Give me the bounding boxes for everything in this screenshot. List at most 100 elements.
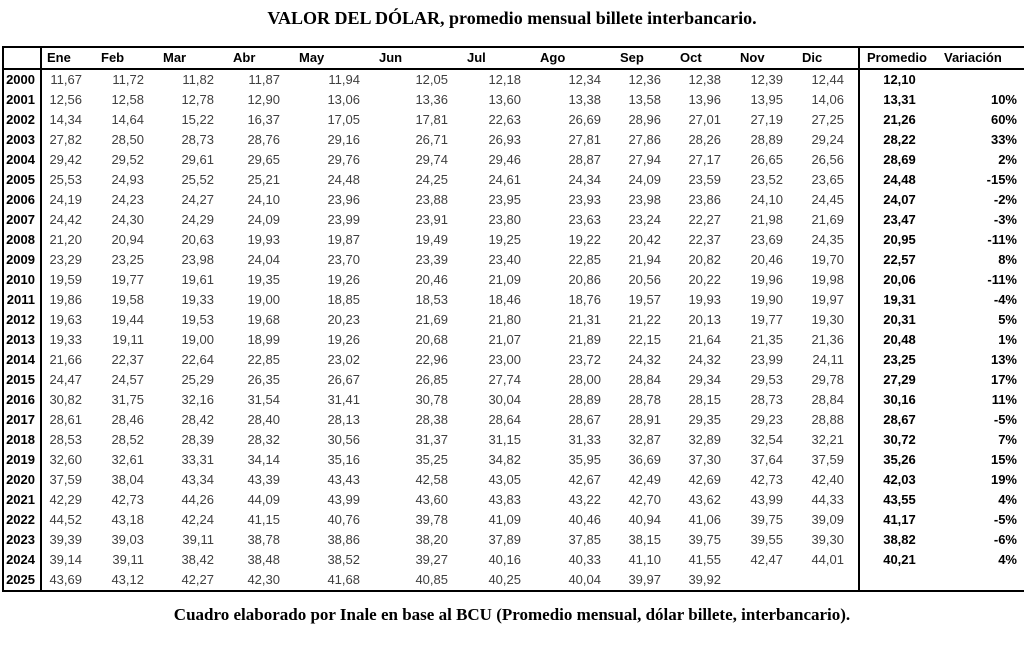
cell-feb-2007: 24,30	[111, 212, 144, 227]
cell-nov-2020: 42,73	[750, 472, 783, 487]
cell-mar-2009: 23,98	[181, 252, 214, 267]
header-row: Ene Feb Mar Abr May Jun Jul Ago Sep Oct Nov Dic Prom…	[3, 47, 1024, 70]
cell-dic-2011: 19,97	[811, 292, 844, 307]
cell-promedio-2005: 24,48	[858, 170, 939, 190]
cell-oct-2002: 27,01	[688, 112, 721, 127]
table-row-2003: 2003 27,82 28,50 28,73 28,76 29,16 26,71 26,93 2…	[3, 130, 1024, 150]
cell-sep-2013: 22,15	[628, 332, 661, 347]
cell-may-2017: 28,13	[327, 412, 360, 427]
cell-feb-2013: 19,11	[112, 332, 144, 347]
cell-feb-2000: 11,72	[112, 72, 144, 87]
cell-nov-2017: 29,23	[750, 412, 783, 427]
row-year-label: 2011	[3, 290, 42, 310]
cell-jul-2006: 23,95	[488, 192, 521, 207]
cell-dic-2025	[797, 570, 859, 591]
cell-feb-2022: 43,18	[111, 512, 144, 527]
column-header-oct: Oct	[675, 47, 735, 70]
cell-ago-2011: 18,76	[568, 292, 601, 307]
cell-mar-2017: 28,42	[181, 412, 214, 427]
cell-feb-2020: 38,04	[111, 472, 144, 487]
cell-jul-2022: 41,09	[488, 512, 521, 527]
cell-dic-2001: 14,06	[811, 92, 844, 107]
cell-abr-2016: 31,54	[247, 392, 280, 407]
cell-dic-2018: 32,21	[811, 432, 844, 447]
cell-promedio-2020: 42,03	[858, 470, 939, 490]
cell-nov-2003: 28,89	[750, 132, 783, 147]
cell-nov-2021: 43,99	[750, 492, 783, 507]
cell-jun-2000: 12,05	[415, 72, 448, 87]
cell-oct-2006: 23,86	[688, 192, 721, 207]
cell-sep-2007: 23,24	[628, 212, 661, 227]
cell-jun-2010: 20,46	[415, 272, 448, 287]
column-header-sep: Sep	[615, 47, 675, 70]
row-year-label: 2021	[3, 490, 42, 510]
cell-abr-2003: 28,76	[247, 132, 280, 147]
cell-promedio-2018: 30,72	[858, 430, 939, 450]
cell-ago-2000: 12,34	[568, 72, 601, 87]
row-year-label: 2018	[3, 430, 42, 450]
table-row-2009: 2009 23,29 23,25 23,98 24,04 23,70 23,39 23,40 2…	[3, 250, 1024, 270]
cell-feb-2014: 22,37	[111, 352, 144, 367]
cell-sep-2011: 19,57	[628, 292, 661, 307]
cell-ene-2014: 21,66	[49, 352, 82, 367]
cell-jul-2015: 27,74	[488, 372, 521, 387]
table-row-2012: 2012 19,63 19,44 19,53 19,68 20,23 21,69 21,80 2…	[3, 310, 1024, 330]
cell-abr-2012: 19,68	[247, 312, 280, 327]
row-year-label: 2014	[3, 350, 42, 370]
cell-may-2019: 35,16	[327, 452, 360, 467]
cell-jun-2007: 23,91	[415, 212, 448, 227]
cell-jul-2001: 13,60	[488, 92, 521, 107]
cell-oct-2001: 13,96	[688, 92, 721, 107]
cell-promedio-2015: 27,29	[858, 370, 939, 390]
cell-ene-2004: 29,42	[49, 152, 82, 167]
cell-dic-2002: 27,25	[811, 112, 844, 127]
cell-jun-2014: 22,96	[415, 352, 448, 367]
cell-jun-2008: 19,49	[415, 232, 448, 247]
cell-dic-2008: 24,35	[811, 232, 844, 247]
cell-oct-2014: 24,32	[688, 352, 721, 367]
column-header-variacion: Variación	[939, 47, 1024, 70]
cell-promedio-2014: 23,25	[858, 350, 939, 370]
cell-oct-2010: 20,22	[688, 272, 721, 287]
cell-jul-2019: 34,82	[488, 452, 521, 467]
column-header-feb: Feb	[96, 47, 158, 70]
cell-abr-2017: 28,40	[247, 412, 280, 427]
cell-abr-2025: 42,30	[247, 572, 280, 587]
cell-abr-2008: 19,93	[247, 232, 280, 247]
cell-mar-2013: 19,00	[181, 332, 214, 347]
cell-dic-2019: 37,59	[811, 452, 844, 467]
cell-jun-2003: 26,71	[415, 132, 448, 147]
cell-promedio-2022: 41,17	[858, 510, 939, 530]
cell-variacion-2011: -4%	[993, 292, 1017, 307]
cell-ene-2015: 24,47	[49, 372, 82, 387]
cell-oct-2018: 32,89	[688, 432, 721, 447]
cell-jun-2015: 26,85	[415, 372, 448, 387]
cell-may-2011: 18,85	[327, 292, 360, 307]
cell-abr-2018: 28,32	[247, 432, 280, 447]
table-row-2011: 2011 19,86 19,58 19,33 19,00 18,85 18,53 18,46 1…	[3, 290, 1024, 310]
cell-ene-2000: 11,67	[50, 72, 82, 87]
cell-feb-2009: 23,25	[111, 252, 144, 267]
cell-promedio-2006: 24,07	[858, 190, 939, 210]
column-header-ene: Ene	[41, 47, 96, 70]
cell-abr-2005: 25,21	[247, 172, 280, 187]
cell-variacion-2021: 4%	[998, 492, 1017, 507]
cell-dic-2024: 44,01	[811, 552, 844, 567]
cell-oct-2022: 41,06	[688, 512, 721, 527]
cell-sep-2018: 32,87	[628, 432, 661, 447]
cell-feb-2004: 29,52	[111, 152, 144, 167]
cell-jul-2017: 28,64	[488, 412, 521, 427]
cell-jun-2012: 21,69	[415, 312, 448, 327]
row-year-label: 2003	[3, 130, 42, 150]
cell-nov-2009: 20,46	[750, 252, 783, 267]
cell-feb-2003: 28,50	[111, 132, 144, 147]
cell-dic-2015: 29,78	[811, 372, 844, 387]
cell-sep-2023: 38,15	[628, 532, 661, 547]
cell-sep-2001: 13,58	[628, 92, 661, 107]
cell-jun-2016: 30,78	[415, 392, 448, 407]
cell-abr-2011: 19,00	[247, 292, 280, 307]
cell-abr-2001: 12,90	[247, 92, 280, 107]
cell-dic-2022: 39,09	[811, 512, 844, 527]
table-row-2010: 2010 19,59 19,77 19,61 19,35 19,26 20,46 21,09 2…	[3, 270, 1024, 290]
row-year-label: 2002	[3, 110, 42, 130]
